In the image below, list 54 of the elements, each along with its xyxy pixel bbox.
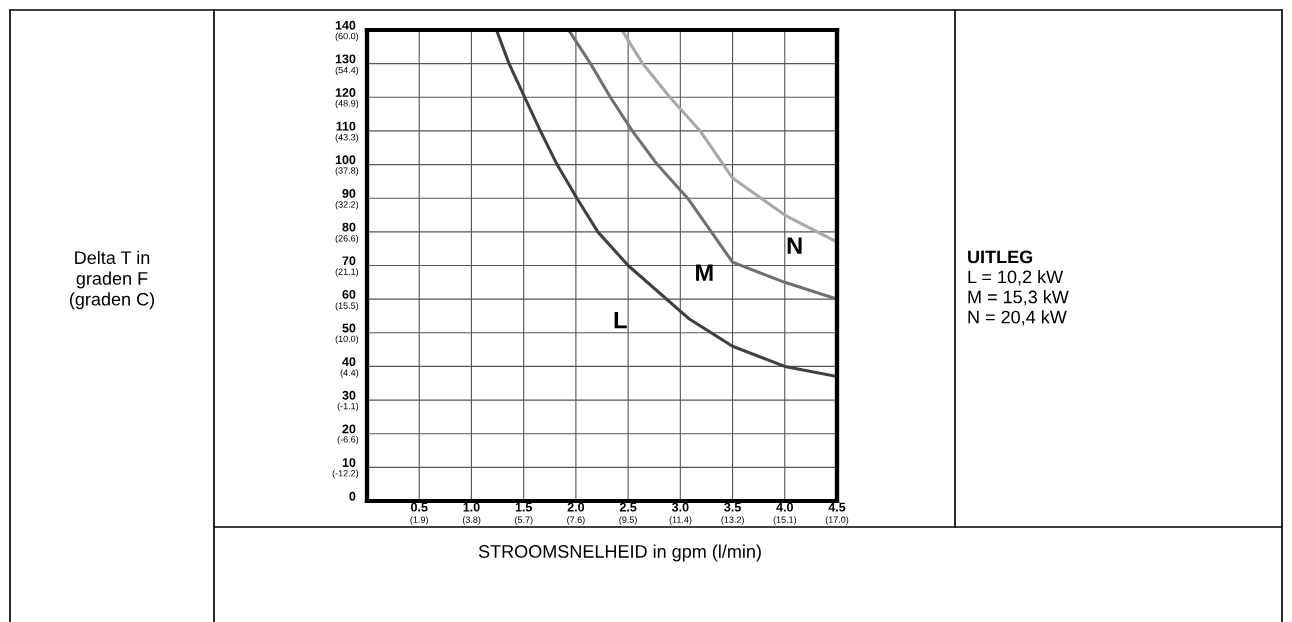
y-tick-label: 130	[335, 54, 356, 64]
x2-tick-label: (17.0)	[825, 516, 849, 525]
x-tick-label: 4.5	[828, 502, 846, 512]
y-tick-label: 0	[349, 491, 356, 501]
x-tick-label: 3.5	[724, 502, 741, 512]
series-label: L	[614, 311, 627, 329]
y2-tick-label: (26.6)	[335, 234, 359, 244]
x2-tick-label: (1.9)	[410, 516, 428, 525]
series-label: N	[787, 237, 802, 254]
x2-tick-label: (3.8)	[462, 516, 481, 525]
y-tick-label: 120	[335, 88, 356, 97]
y-tick-label: 60	[342, 289, 356, 299]
x-tick-label: 4.0	[776, 502, 793, 512]
y-tick-label: 30	[342, 390, 356, 400]
y2-tick-label: (32.2)	[335, 201, 359, 210]
y2-tick-label: (-1.1)	[337, 402, 359, 412]
y-tick-label: 110	[336, 121, 356, 131]
x-tick-label: 1.0	[463, 502, 480, 512]
x2-tick-label: (9.5)	[619, 516, 637, 525]
y-tick-label: 80	[342, 222, 356, 232]
y-tick-label: 10	[342, 458, 356, 468]
y-tick-label: 70	[342, 256, 356, 266]
y2-tick-label: (-12.2)	[332, 469, 359, 479]
x2-tick-label: (7.6)	[567, 516, 585, 525]
y-tick-label: 90	[342, 189, 356, 198]
x-tick-label: 2.5	[619, 502, 637, 512]
x-axis-title: STROOMSNELHEID in gpm (l/min)	[478, 544, 761, 562]
y2-tick-label: (54.4)	[335, 66, 359, 76]
x-tick-label: 2.0	[567, 502, 585, 512]
x2-tick-label: (13.2)	[721, 516, 744, 525]
y-tick-label: 40	[342, 357, 356, 367]
text: Delta T in graden F (graden C)	[69, 250, 155, 310]
x2-tick-label: (5.7)	[515, 516, 533, 525]
y-tick-label: 100	[335, 155, 356, 165]
y2-tick-label: (43.3)	[335, 133, 359, 143]
y-tick-label: 140	[335, 20, 356, 30]
y2-tick-label: (60.0)	[335, 32, 359, 42]
y2-tick-label: (10.0)	[335, 335, 359, 344]
text: L = 10,2 kW M = 15,3 kW N = 20,4 kW	[968, 270, 1069, 326]
x-tick-label: 3.0	[671, 502, 689, 512]
x2-tick-label: (11.4)	[669, 516, 692, 525]
x2-tick-label: (15.1)	[773, 516, 797, 525]
y2-tick-label: (-6.6)	[337, 435, 359, 445]
y-tick-label: 20	[342, 424, 356, 434]
y2-tick-label: (48.9)	[335, 99, 359, 109]
y2-tick-label: (37.8)	[335, 167, 359, 176]
y2-tick-label: (21.1)	[335, 268, 359, 277]
y2-tick-label: (15.5)	[335, 302, 359, 311]
text: UITLEG	[968, 250, 1033, 264]
y-tick-label: 50	[342, 323, 356, 333]
x-tick-label: 1.5	[515, 502, 533, 512]
y2-tick-label: (4.4)	[340, 369, 359, 378]
x-tick-label: 0.5	[411, 502, 428, 512]
series-label: M	[696, 264, 713, 281]
